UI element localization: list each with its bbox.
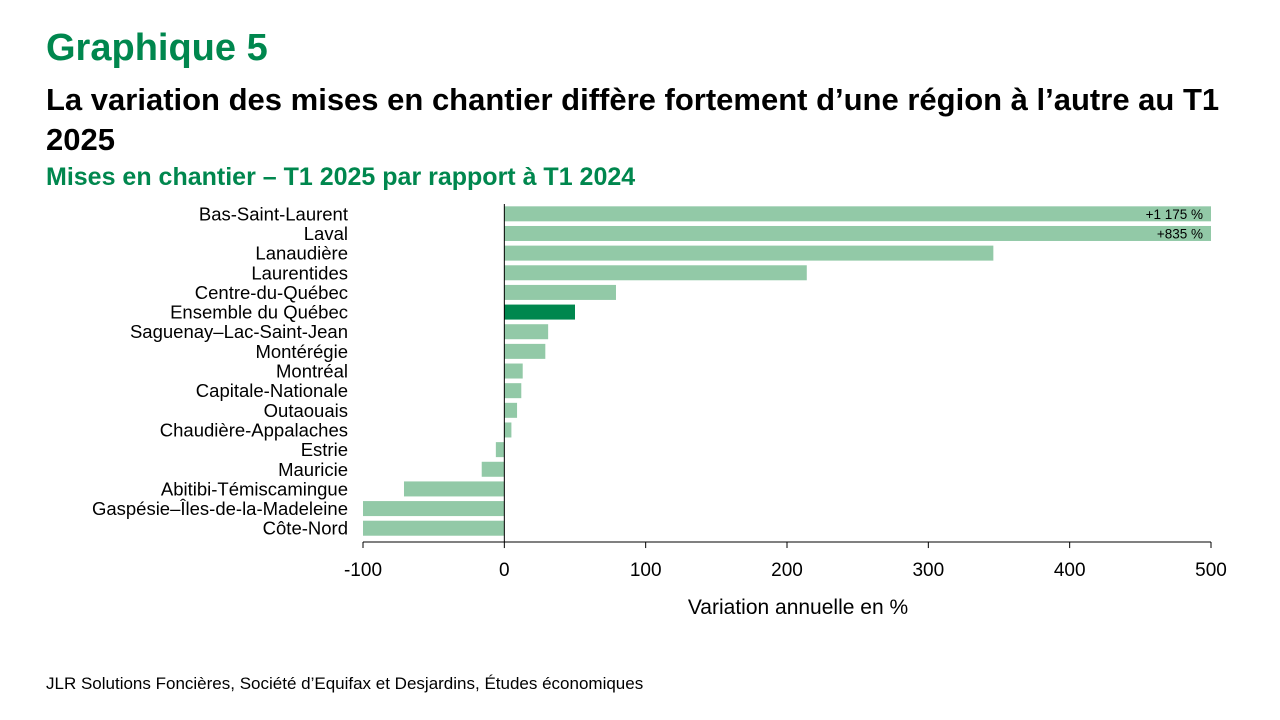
category-label-16: Côte-Nord <box>263 518 348 539</box>
x-axis-title: Variation annuelle en % <box>688 596 908 619</box>
bar-10 <box>504 402 518 418</box>
x-tick-label-1: 0 <box>499 560 510 581</box>
bar-6 <box>504 324 549 340</box>
bar-16 <box>363 520 505 536</box>
category-label-1: Laval <box>304 223 348 244</box>
x-tick-label-0: -100 <box>344 560 382 581</box>
data-label-0: +1 175 % <box>1146 207 1203 222</box>
category-label-5: Ensemble du Québec <box>170 302 348 323</box>
bar-5 <box>504 304 575 320</box>
bar-14 <box>403 481 505 497</box>
bar-chart: Bas-Saint-Laurent +1 175 % Laval +835 % Lana… <box>92 203 1227 619</box>
category-label-10: Outaouais <box>264 400 348 421</box>
x-tick-label-6: 500 <box>1195 560 1227 581</box>
category-label-15: Gaspésie–Îles-de-la-Madeleine <box>92 498 348 519</box>
bar-4 <box>504 284 616 300</box>
bar-12 <box>495 442 505 458</box>
category-label-8: Montréal <box>276 361 348 382</box>
bar-2 <box>504 245 994 261</box>
category-label-6: Saguenay–Lac-Saint-Jean <box>130 321 348 342</box>
bar-15 <box>363 501 505 517</box>
category-label-4: Centre-du-Québec <box>195 282 348 303</box>
bar-1 <box>504 225 1211 241</box>
category-label-11: Chaudière-Appalaches <box>160 419 348 440</box>
category-label-13: Mauricie <box>278 459 348 480</box>
x-tick-label-5: 400 <box>1054 560 1086 581</box>
category-label-2: Lanaudière <box>255 243 348 264</box>
source-note: JLR Solutions Foncières, Société d’Equif… <box>46 674 644 693</box>
category-label-0: Bas-Saint-Laurent <box>199 203 348 224</box>
chart-subtitle: Mises en chantier – T1 2025 par rapport … <box>46 163 636 191</box>
category-label-9: Capitale-Nationale <box>196 380 348 401</box>
x-tick-label-4: 300 <box>912 560 944 581</box>
bar-8 <box>504 363 523 379</box>
graph-number: Graphique 5 <box>46 27 268 69</box>
data-label-1: +835 % <box>1157 226 1203 241</box>
bar-0 <box>504 206 1211 222</box>
chart-title: La variation des mises en chantier diffè… <box>46 82 1220 157</box>
x-tick-label-2: 100 <box>630 560 662 581</box>
category-label-12: Estrie <box>301 439 348 460</box>
bar-13 <box>481 461 505 477</box>
category-label-7: Montérégie <box>255 341 348 362</box>
category-label-14: Abitibi-Témiscamingue <box>161 478 348 499</box>
bar-7 <box>504 343 546 359</box>
x-tick-label-3: 200 <box>771 560 803 581</box>
bar-3 <box>504 265 807 281</box>
bar-11 <box>504 422 512 438</box>
bar-9 <box>504 383 522 399</box>
category-label-3: Laurentides <box>251 262 348 283</box>
